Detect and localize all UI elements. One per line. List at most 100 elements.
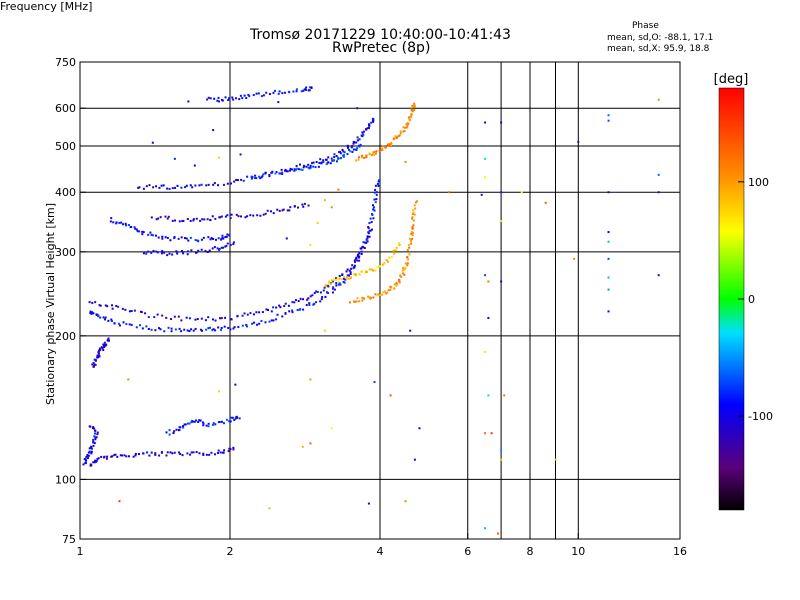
echo-point — [409, 329, 412, 332]
echo-point — [93, 461, 96, 464]
echo-point — [295, 167, 298, 170]
echo-point — [91, 311, 94, 314]
echo-point — [405, 123, 408, 126]
echo-point — [275, 318, 278, 321]
echo-point — [329, 283, 332, 286]
echo-point — [177, 451, 180, 454]
echo-point — [183, 423, 186, 426]
echo-point — [166, 254, 169, 257]
echo-point — [324, 284, 327, 287]
echo-point — [297, 300, 300, 303]
echo-point — [381, 293, 384, 296]
echo-point — [197, 249, 200, 252]
echo-point — [342, 277, 345, 280]
echo-point — [262, 94, 265, 97]
echo-point — [219, 216, 222, 219]
echo-point — [90, 464, 93, 467]
echo-point — [260, 176, 263, 179]
echo-point — [163, 251, 166, 254]
echo-point — [232, 327, 235, 330]
echo-point — [95, 459, 98, 462]
echo-point — [174, 328, 177, 331]
echo-point — [315, 290, 318, 293]
echo-point — [255, 311, 258, 314]
echo-point — [500, 449, 503, 452]
echo-point — [353, 300, 356, 303]
echo-point — [161, 235, 164, 238]
echo-point — [182, 426, 185, 429]
echo-point — [86, 453, 89, 456]
echo-point — [283, 305, 286, 308]
echo-point — [255, 177, 258, 180]
echo-point — [330, 157, 333, 160]
echo-point — [395, 281, 398, 284]
colorbar-tick-label: -100 — [748, 410, 773, 423]
echo-point — [166, 236, 169, 239]
echo-point — [179, 426, 182, 429]
echo-point — [182, 252, 185, 255]
echo-point — [171, 452, 174, 455]
echo-point — [201, 218, 204, 221]
echo-point — [106, 455, 109, 458]
echo-point — [313, 292, 316, 295]
echo-point — [302, 205, 305, 208]
echo-point — [385, 259, 388, 262]
echo-point — [310, 86, 313, 89]
echo-point — [113, 322, 116, 325]
echo-point — [93, 435, 96, 438]
echo-point — [293, 205, 296, 208]
echo-point — [251, 322, 254, 325]
echo-point — [209, 238, 212, 241]
echo-point — [194, 327, 197, 330]
echo-point — [199, 219, 202, 222]
echo-point — [182, 425, 185, 428]
echo-point — [188, 330, 191, 333]
echo-point — [386, 291, 389, 294]
echo-point — [96, 458, 99, 461]
echo-point — [297, 168, 300, 171]
echo-point — [198, 452, 201, 455]
echo-point — [398, 281, 401, 284]
echo-point — [268, 320, 271, 323]
echo-point — [100, 455, 103, 458]
echo-point — [217, 237, 220, 240]
echo-point — [387, 289, 390, 292]
echo-point — [206, 218, 209, 221]
echo-point — [221, 99, 224, 102]
echo-point — [164, 236, 167, 239]
echo-point — [374, 293, 377, 296]
echo-point — [103, 341, 106, 344]
echo-point — [176, 184, 179, 187]
echo-point — [353, 266, 356, 269]
echo-point — [356, 136, 359, 139]
echo-point — [253, 176, 256, 179]
echo-point — [393, 283, 396, 286]
echo-point — [147, 316, 150, 319]
echo-point — [363, 156, 366, 159]
echo-point — [232, 448, 235, 451]
echo-point — [301, 203, 304, 206]
echo-point — [356, 297, 359, 300]
echo-point — [407, 243, 410, 246]
echo-point — [233, 419, 236, 422]
echo-point — [184, 186, 187, 189]
echo-point — [313, 302, 316, 305]
echo-point — [413, 109, 416, 112]
echo-point — [372, 152, 375, 155]
echo-point — [94, 438, 97, 441]
echo-point — [357, 253, 360, 256]
echo-point — [103, 318, 106, 321]
echo-point — [245, 97, 248, 100]
echo-point — [347, 277, 350, 280]
echo-point — [272, 306, 275, 309]
echo-point — [339, 150, 342, 153]
echo-point — [176, 252, 179, 255]
echo-point — [211, 318, 214, 321]
echo-point — [413, 104, 416, 107]
echo-point — [328, 280, 331, 283]
echo-point — [408, 117, 411, 120]
echo-point — [110, 320, 113, 323]
echo-point — [298, 163, 301, 166]
echo-point — [216, 451, 219, 454]
echo-point — [240, 178, 243, 181]
